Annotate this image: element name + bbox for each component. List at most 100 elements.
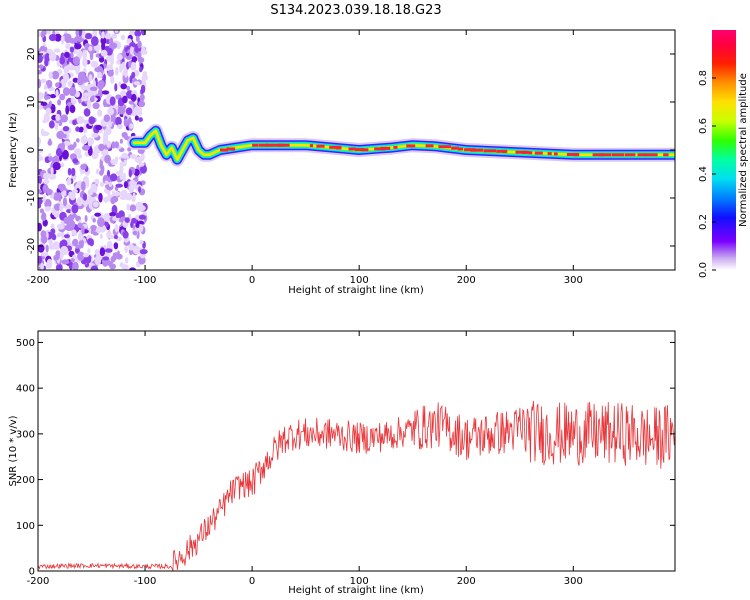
noise-blob (54, 203, 61, 211)
noise-blob (117, 105, 126, 115)
noise-blob (99, 181, 105, 187)
noise-blob (72, 56, 80, 66)
noise-blob (134, 30, 142, 38)
noise-blob (128, 100, 135, 105)
noise-blob (113, 242, 119, 250)
signal-peak (528, 151, 533, 155)
colorbar-tick-label: 0.6 (698, 118, 709, 134)
noise-blob (66, 177, 72, 186)
noise-blob (110, 115, 114, 123)
noise-blob (76, 196, 83, 207)
noise-blob (122, 172, 127, 182)
noise-blob (95, 168, 100, 175)
noise-blob (63, 141, 71, 146)
x-tick-label: 200 (457, 275, 476, 286)
noise-blob (114, 30, 119, 34)
noise-blob (138, 162, 145, 167)
noise-blob (94, 212, 101, 217)
snr-y-axis-label: SNR (10 * v/v) (8, 415, 19, 486)
noise-blob (38, 137, 41, 147)
noise-blob (106, 64, 114, 72)
noise-blob (90, 60, 99, 68)
colorbar-label: Normalized spectral amplitude (738, 73, 749, 227)
noise-blob (135, 222, 140, 228)
noise-blob (56, 223, 65, 230)
noise-blob (44, 206, 52, 212)
signal-peak (316, 144, 325, 148)
noise-blob (83, 108, 91, 117)
signal-peak (496, 149, 508, 153)
noise-blob (114, 223, 119, 233)
noise-blob (138, 100, 146, 108)
noise-blob (78, 30, 83, 37)
y-tick-label: 200 (16, 475, 35, 486)
noise-blob (41, 211, 47, 222)
noise-blob (68, 260, 74, 270)
noise-blob (131, 71, 136, 79)
noise-blob (131, 90, 137, 96)
noise-blob (89, 50, 94, 61)
spectrogram-plot-area (38, 30, 675, 270)
y-tick-label: -20 (26, 238, 37, 254)
noise-blob (126, 85, 131, 91)
spectrogram-y-ticks: -20 -10 0 10 20 (26, 48, 675, 254)
noise-blob (78, 240, 83, 249)
noise-blob (124, 69, 128, 78)
noise-blob (70, 258, 75, 263)
noise-blob (88, 46, 93, 52)
noise-blob (41, 235, 48, 244)
signal-peak (644, 153, 651, 157)
noise-blob (87, 238, 94, 246)
noise-blob (104, 180, 109, 185)
noise-blob (114, 83, 118, 92)
noise-blob (40, 30, 45, 38)
x-tick-label: 200 (457, 576, 476, 587)
noise-blob (55, 113, 61, 121)
noise-blob (59, 93, 66, 101)
noise-blob (55, 89, 59, 98)
x-tick-label: 100 (350, 576, 369, 587)
y-tick-label: 20 (26, 48, 37, 61)
noise-blob (40, 262, 44, 270)
spectrogram-x-ticks: -200 -100 0 100 200 300 (27, 30, 583, 286)
noise-blob (113, 234, 118, 240)
x-tick-label: -200 (27, 275, 50, 286)
noise-blob (126, 203, 130, 211)
noise-blob (82, 144, 90, 151)
noise-blob (79, 126, 84, 132)
noise-blob (138, 186, 142, 193)
noise-blob (123, 181, 128, 189)
noise-blob (91, 132, 99, 138)
noise-blob (109, 212, 116, 217)
noise-blob (137, 40, 142, 49)
noise-blob (107, 119, 113, 128)
noise-blob (75, 126, 80, 132)
noise-blob (80, 135, 88, 145)
noise-blob (114, 191, 121, 196)
noise-blob (107, 191, 111, 201)
signal-peak (265, 143, 273, 147)
noise-blob (142, 71, 148, 79)
noise-blob (68, 64, 76, 71)
signal-peak (226, 147, 236, 151)
noise-blob (41, 252, 49, 257)
noise-blob (63, 65, 70, 75)
noise-blob (107, 94, 112, 100)
noise-blob (59, 56, 66, 65)
spectrogram-x-axis-label: Height of straight line (km) (288, 285, 424, 296)
noise-blob (90, 36, 99, 47)
noise-blob (77, 77, 84, 86)
noise-blob (119, 138, 123, 144)
noise-blob (63, 234, 70, 239)
noise-blob (63, 216, 71, 225)
noise-blob (48, 156, 54, 162)
snr-y-ticks: 0 100 200 300 400 500 (16, 338, 675, 578)
noise-blob (71, 167, 76, 177)
signal-peak (329, 145, 342, 149)
noise-blob (76, 116, 85, 124)
colorbar-gradient (712, 30, 736, 270)
snr-plot-area (38, 400, 675, 571)
noise-blob (67, 144, 75, 151)
